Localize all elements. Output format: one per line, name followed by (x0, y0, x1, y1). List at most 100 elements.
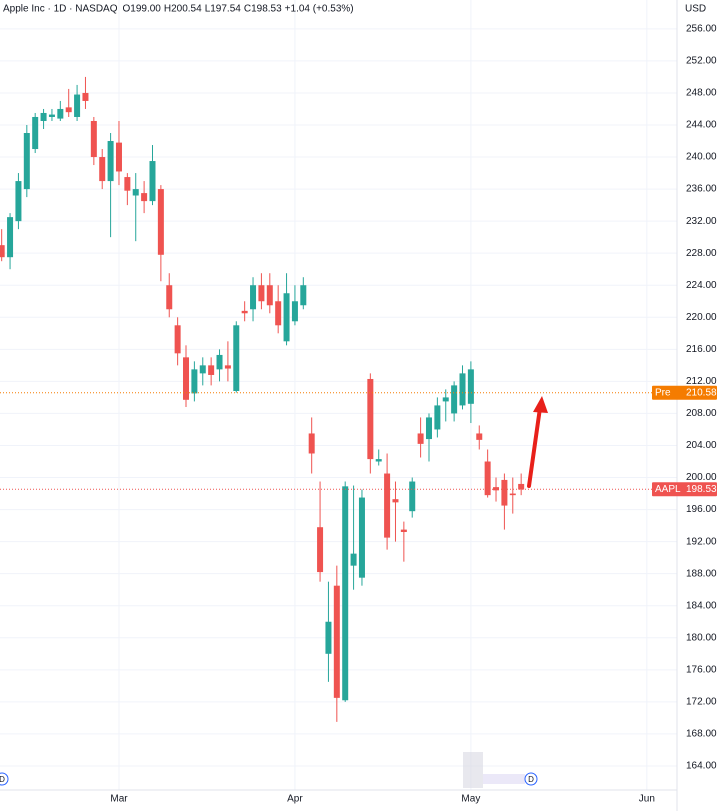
candle-body (107, 141, 114, 182)
candle-body (233, 325, 240, 391)
candle-body (57, 108, 64, 119)
y-tick-label: 212.00 (686, 376, 717, 387)
candle-body (250, 285, 257, 310)
currency-label: USD (685, 4, 706, 15)
candle-body (484, 461, 491, 496)
candle-body (90, 120, 97, 158)
y-tick-label: 188.00 (686, 568, 717, 579)
y-tick-label: 236.00 (686, 184, 717, 195)
y-tick-label: 164.00 (686, 761, 717, 772)
candle-body (132, 189, 139, 196)
candle-body (199, 365, 206, 374)
x-tick-label: Mar (110, 794, 128, 805)
candle-body (149, 161, 156, 202)
dividend-marker-icon: D (528, 775, 534, 784)
candle-body (258, 285, 265, 302)
event-range (483, 774, 525, 784)
x-tick-label: Apr (287, 794, 303, 805)
candle-body (23, 133, 30, 190)
candle-body (367, 378, 374, 460)
candle-body (141, 193, 148, 202)
candle-body (392, 499, 399, 503)
y-tick-label: 180.00 (686, 632, 717, 643)
candle-body (434, 405, 441, 430)
candle-body (417, 433, 424, 444)
price-tag-value: 210.58 (686, 387, 717, 398)
candle-body (459, 373, 466, 406)
candle-body (166, 285, 173, 310)
legend-key: L (205, 4, 211, 15)
candle-body (400, 529, 407, 533)
candle-body (451, 385, 458, 414)
price-axis-panel (677, 0, 717, 811)
candle-body (208, 365, 215, 375)
candle-body (300, 285, 307, 306)
y-tick-label: 196.00 (686, 504, 717, 515)
y-tick-label: 256.00 (686, 23, 717, 34)
candle-body (501, 479, 508, 506)
legend-value: 197.54 (210, 4, 241, 15)
y-tick-label: 244.00 (686, 120, 717, 131)
candle-body (384, 473, 391, 538)
legend-value: 198.53 (251, 4, 282, 15)
dividend-marker-icon: D (0, 775, 5, 784)
y-tick-label: 240.00 (686, 152, 717, 163)
y-tick-label: 224.00 (686, 280, 717, 291)
candle-body (99, 157, 106, 182)
chart-title: Apple Inc · 1D · NASDAQ (3, 4, 118, 15)
legend-key: H (164, 4, 171, 15)
scroll-handle[interactable] (463, 752, 483, 788)
candle-body (191, 369, 198, 394)
y-tick-label: 184.00 (686, 600, 717, 611)
candle-body (40, 112, 47, 121)
grid (0, 0, 677, 790)
y-tick-label: 200.00 (686, 472, 717, 483)
legend-key: O (122, 4, 130, 15)
candle-body (308, 433, 315, 454)
candle-body (124, 177, 131, 191)
y-tick-label: 176.00 (686, 664, 717, 675)
candle-body (476, 433, 483, 440)
axes: 164.00 168.00 172.00 176.00 180.00 184.00 188.… (110, 23, 717, 805)
candle-body (74, 94, 81, 117)
arrow-head (533, 396, 548, 413)
candle-body (283, 293, 290, 342)
y-tick-label: 192.00 (686, 536, 717, 547)
ohlc-legend: O 199.00 H 200.54 L 197.54 C 198.53 +1.04 (+0.53… (122, 4, 353, 15)
candle-body (241, 310, 248, 314)
candle-body (115, 142, 122, 172)
y-tick-label: 208.00 (686, 408, 717, 419)
dividend-marker[interactable] (524, 772, 538, 786)
y-tick-label: 172.00 (686, 697, 717, 708)
price-tag-name: Pre (655, 387, 671, 398)
y-tick-label: 232.00 (686, 216, 717, 227)
candle-body (325, 621, 332, 654)
y-tick-label: 216.00 (686, 344, 717, 355)
candle-body (358, 497, 365, 578)
candle-body (0, 245, 5, 258)
candle-body (15, 181, 22, 222)
candles (0, 76, 677, 722)
candle-body (342, 486, 349, 701)
candle-body (375, 459, 382, 462)
candle-body (518, 483, 525, 490)
candle-body (493, 487, 500, 491)
candle-body (442, 397, 449, 402)
candle-body (224, 365, 231, 369)
y-tick-label: 220.00 (686, 312, 717, 323)
x-tick-label: May (461, 794, 480, 805)
price-tag (652, 482, 717, 497)
price-tag-name: AAPL (655, 484, 681, 495)
dividend-marker[interactable] (0, 772, 9, 786)
price-tag (652, 385, 717, 400)
candle-body (350, 553, 357, 566)
candle-body (409, 481, 416, 512)
candle-body (467, 369, 474, 404)
candle-body (266, 285, 273, 306)
y-tick-label: 168.00 (686, 729, 717, 740)
candle-body (425, 417, 432, 440)
y-tick-label: 228.00 (686, 248, 717, 259)
candle-body (317, 527, 324, 573)
